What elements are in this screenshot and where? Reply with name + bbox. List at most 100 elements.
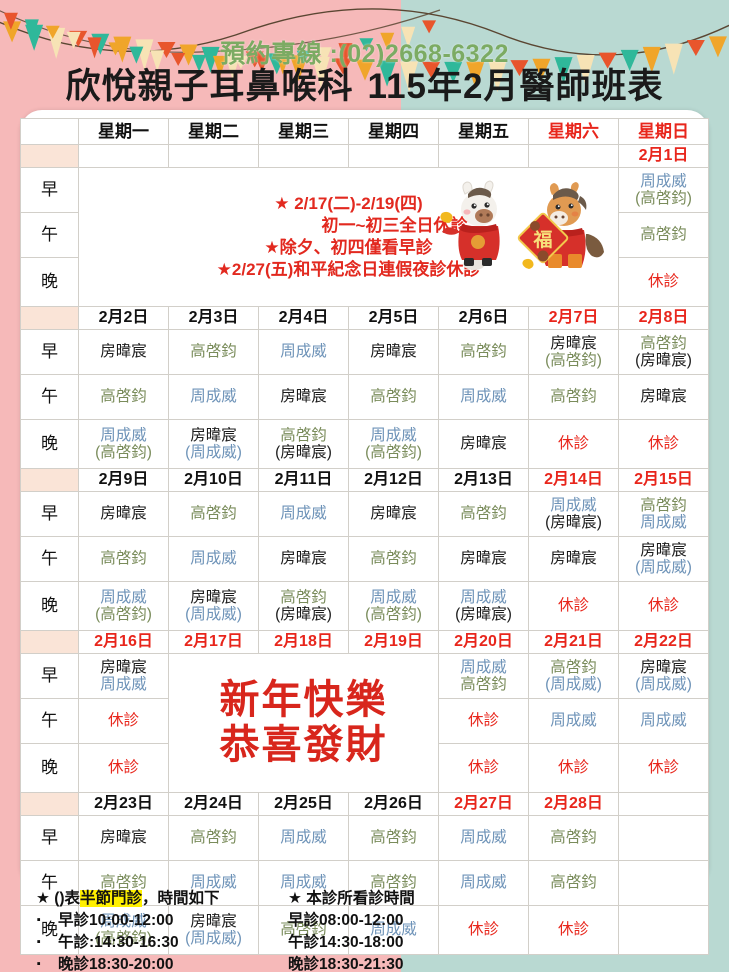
weekday-header-2: 星期二 — [168, 118, 259, 145]
date-header-2月10日: 2月10日 — [168, 468, 259, 492]
schedule-cell: 周成威 — [438, 860, 529, 906]
date-header- — [438, 144, 529, 168]
slot-label-午: 午 — [20, 698, 79, 744]
date-header-2月26日: 2月26日 — [348, 792, 439, 816]
doctor-primary: 高啓鈞 — [550, 829, 597, 847]
date-header-2月16日: 2月16日 — [78, 630, 169, 654]
doctor-primary: 高啓鈞 — [100, 874, 147, 892]
doctor-primary: 房暐宸 — [460, 435, 507, 453]
doctor-primary: 休診 — [107, 759, 139, 777]
note-half-highlight: 半節門診 — [80, 890, 143, 907]
schedule-cell: 高啓鈞 (周成威) — [528, 653, 619, 699]
doctor-primary: 高啓鈞 — [190, 829, 237, 847]
clinic-name: 欣悅親子耳鼻喉科 — [65, 67, 354, 106]
date-header-row-3: 2月16日 2月17日 2月18日 2月19日 2月20日 2月21日 2月22日 — [20, 630, 709, 654]
schedule-cell: 周成威 (高啓鈞) — [618, 167, 709, 213]
date-header-2月19日: 2月19日 — [348, 630, 439, 654]
doctor-secondary: (周成威) — [185, 444, 242, 461]
schedule-cell: 高啓鈞 (房暐宸) — [618, 329, 709, 375]
slot-label-晚: 晚 — [20, 419, 79, 469]
schedule-cell: 高啓鈞 周成威 — [618, 491, 709, 537]
schedule-cell: 周成威 — [618, 698, 709, 744]
date-row-corner — [20, 630, 79, 654]
doctor-primary: 房暐宸 — [640, 388, 687, 406]
phone-line: 預約專線 :(02)2668-6322 — [220, 40, 509, 68]
doctor-secondary: (高啓鈞) — [95, 444, 152, 461]
schedule-cell: 休診 — [78, 698, 169, 744]
note-hours-item-0: 早診08:00-12:00 — [288, 912, 404, 929]
doctor-primary: 休診 — [647, 435, 679, 453]
date-header-2月24日: 2月24日 — [168, 792, 259, 816]
doctor-primary: 周成威 — [100, 426, 147, 444]
date-header-2月9日: 2月9日 — [78, 468, 169, 492]
schedule-cell: 周成威 — [438, 374, 529, 420]
schedule-cell: 房暐宸 — [258, 536, 349, 582]
doctor-primary: 房暐宸 — [280, 388, 327, 406]
schedule-cell: 休診 — [78, 743, 169, 793]
slot-label-晚: 晚 — [20, 257, 79, 307]
doctor-primary: 高啓鈞 — [280, 588, 327, 606]
date-header-row-0: 2月1日 — [20, 144, 709, 168]
doctor-secondary: (房暐宸) — [635, 352, 692, 369]
weekday-header-4: 星期四 — [348, 118, 439, 145]
doctor-primary: 高啓鈞 — [370, 388, 417, 406]
doctor-primary: 高啓鈞 — [190, 343, 237, 361]
doctor-primary: 高啓鈞 — [460, 343, 507, 361]
slot-label-午: 午 — [20, 536, 79, 582]
notice-line-1: ★ 2/17(二)-2/19(四) — [274, 193, 423, 213]
holiday-notice: ★ 2/17(二)-2/19(四) 初一~初三全日休診 ★除夕、初四僅看早診 ★2/2… — [78, 167, 619, 307]
date-header-2月22日: 2月22日 — [618, 630, 709, 654]
schedule-cell: 高啓鈞 — [528, 374, 619, 420]
footer-notes: ★ ()表半節門診，時間如下 ★ 本診所看診時間 ‧ 早診10:00-12:00 … — [36, 888, 676, 976]
doctor-secondary: 周成威 — [100, 676, 147, 693]
doctor-primary: 周成威 — [370, 921, 417, 939]
doctor-primary: 周成威 — [190, 550, 237, 568]
doctor-primary: 高啓鈞 — [280, 426, 327, 444]
slot-label-早: 早 — [20, 329, 79, 375]
schedule-cell: 周成威 (高啓鈞) — [78, 581, 169, 631]
schedule-cell: 房暐宸 — [348, 329, 439, 375]
note-clinic-hours-title: ★ 本診所看診時間 — [288, 890, 415, 907]
date-header-2月12日: 2月12日 — [348, 468, 439, 492]
doctor-secondary: (高啓鈞) — [365, 606, 422, 623]
schedule-cell: 周成威 — [258, 815, 349, 861]
schedule-cell: 高啓鈞 — [348, 860, 439, 906]
schedule-cell: 休診 — [528, 743, 619, 793]
date-header-row-2: 2月9日 2月10日 2月11日 2月12日 2月13日 2月14日 2月15日 — [20, 468, 709, 492]
notice-line-2: 初一~初三全日休診 — [321, 215, 468, 235]
doctor-primary: 周成威 — [640, 712, 687, 730]
schedule-cell: 高啓鈞 — [168, 815, 259, 861]
weekday-header-3: 星期三 — [258, 118, 349, 145]
doctor-secondary: (高啓鈞) — [545, 352, 602, 369]
schedule-cell: 周成威 (高啓鈞) — [348, 419, 439, 469]
doctor-primary: 高啓鈞 — [190, 505, 237, 523]
date-header-row-4: 2月23日 2月24日 2月25日 2月26日 2月27日 2月28日 — [20, 792, 709, 816]
schedule-cell: 休診 — [528, 581, 619, 631]
schedule-cell: 高啓鈞 (房暐宸) — [258, 581, 349, 631]
schedule-cell: 房暐宸 — [78, 491, 169, 537]
schedule-row: 早房暐宸 高啓鈞 周成威 房暐宸 高啓鈞 房暐宸 (高啓鈞) 高啓鈞 (房暐宸) — [20, 329, 709, 375]
doctor-primary: 休診 — [647, 273, 679, 291]
doctor-primary: 高啓鈞 — [640, 496, 687, 514]
note-half-session-title: ★ ()表半節門診，時間如下 — [36, 888, 288, 910]
corner-cell — [20, 118, 79, 145]
doctor-secondary: (周成威) — [185, 606, 242, 623]
doctor-primary: 高啓鈞 — [100, 388, 147, 406]
doctor-primary: 周成威 — [370, 426, 417, 444]
schedule-row: 午 高啓鈞 周成威 房暐宸 高啓鈞 周成威 高啓鈞 房暐宸 — [20, 374, 709, 420]
doctor-primary: 房暐宸 — [460, 550, 507, 568]
date-header-2月20日: 2月20日 — [438, 630, 529, 654]
schedule-cell: 周成威 — [168, 374, 259, 420]
doctor-primary: 高啓鈞 — [370, 874, 417, 892]
schedule-cell: 高啓鈞 — [78, 374, 169, 420]
note-half-item-2-text: 晚診18:30-20:00 — [58, 956, 174, 973]
doctor-secondary: (周成威) — [545, 676, 602, 693]
date-header-2月21日: 2月21日 — [528, 630, 619, 654]
schedule-cell: 高啓鈞 — [78, 536, 169, 582]
slot-label-晚: 晚 — [20, 743, 79, 793]
schedule-cell: 周成威 — [438, 815, 529, 861]
doctor-primary: 房暐宸 — [640, 658, 687, 676]
doctor-primary: 休診 — [647, 759, 679, 777]
doctor-primary: 高啓鈞 — [370, 550, 417, 568]
schedule-cell: 房暐宸 (周成威) — [618, 536, 709, 582]
